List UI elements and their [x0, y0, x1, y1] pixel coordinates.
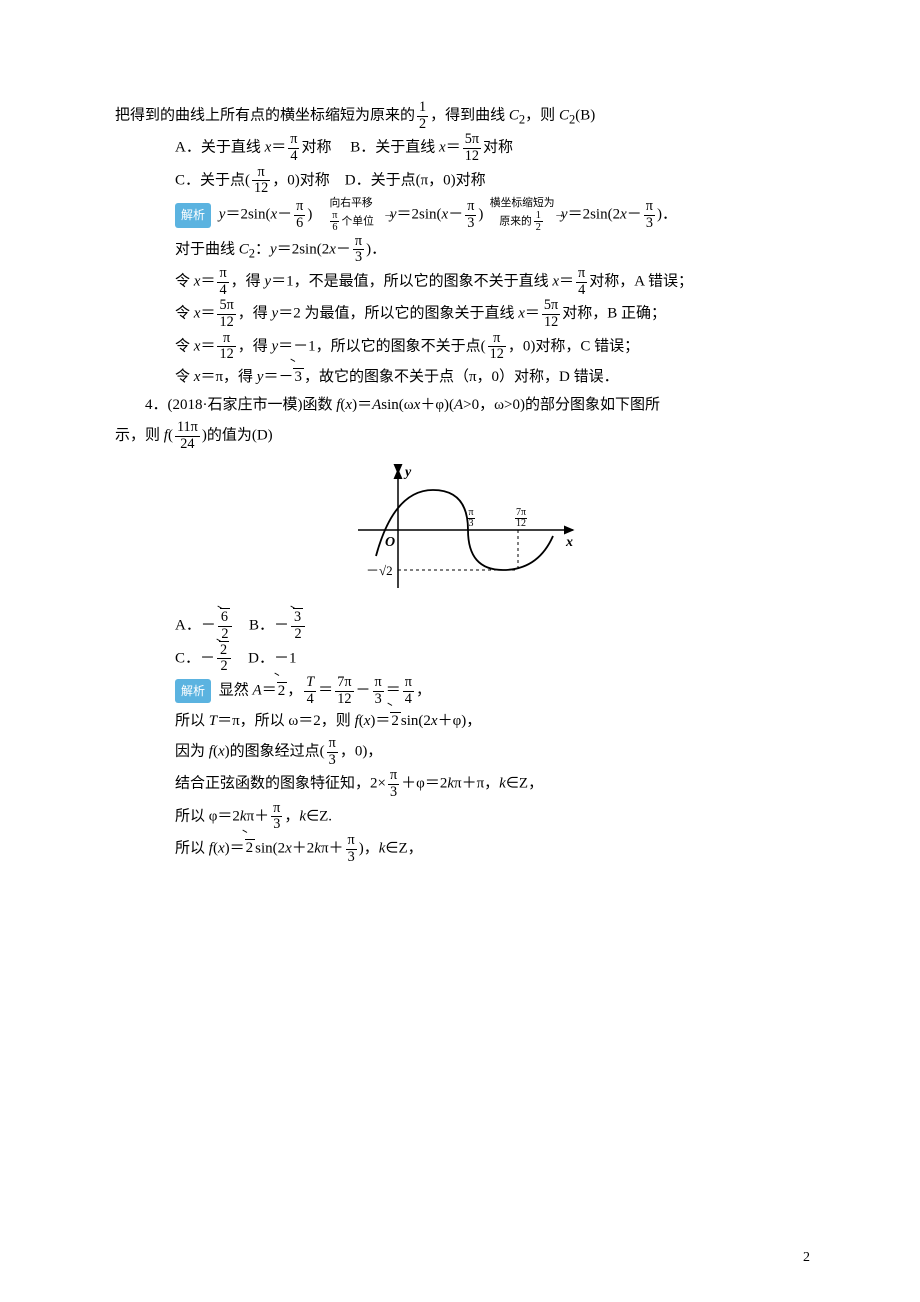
sine-graph: y x O π3 7π12 －√2: [338, 458, 588, 608]
solution-tag: 解析: [175, 679, 211, 704]
sol3-line4: 令 x＝5π12，得 y＝2 为最值，所以它的图象关于直线 x＝5π12对称，B…: [115, 298, 810, 330]
q3-choice-A-B: A．关于直线 x＝π4对称 B．关于直线 x＝5π12对称: [115, 132, 810, 164]
page-number: 2: [803, 1245, 810, 1272]
q3-choice-C-D: C．关于点(π12，0)对称 D．关于点(π，0)对称: [115, 165, 810, 197]
text: 把得到的曲线上所有点的横坐标缩短为原来的: [115, 108, 415, 124]
arrow-scale: 横坐标缩短为 原来的12 →: [487, 197, 557, 234]
origin-label: O: [385, 535, 395, 550]
sol3-line1: 解析 y＝2sin(x－π6) 向右平移 π6个单位 → y＝2sin(x－π3…: [115, 197, 810, 234]
q4-choice-C-D: C．－22 D．－1: [115, 643, 810, 675]
axis-x-label: x: [565, 535, 573, 550]
sol4-line2: 所以 T＝π，所以 ω＝2，则 f(x)＝2sin(2x＋φ)，: [115, 707, 810, 736]
sqrt-icon: 3: [293, 363, 304, 392]
q4-stem-l1: 4．(2018·石家庄市一模)函数 f(x)＝Asin(ωx＋φ)(A>0，ω>…: [115, 391, 810, 420]
sol4-line6: 所以 f(x)＝2sin(2x＋2kπ＋π3)，k∈Z，: [115, 833, 810, 865]
axis-y-label: y: [403, 465, 412, 480]
solution-tag: 解析: [175, 203, 211, 228]
arrow-icon: →: [383, 209, 394, 222]
arrow-icon: →: [554, 209, 565, 222]
sol4-line4: 结合正弦函数的图象特征知，2×π3＋φ＝2kπ＋π，k∈Z，: [115, 768, 810, 800]
sol3-line5: 令 x＝π12，得 y＝－1，所以它的图象不关于点(π12，0)对称，C 错误；: [115, 331, 810, 363]
sol3-line3: 令 x＝π4，得 y＝1，不是最值，所以它的图象不关于直线 x＝π4对称，A 错…: [115, 266, 810, 298]
y-min-label: －√2: [366, 563, 393, 578]
sol3-line6: 令 x＝π，得 y＝－3，故它的图象不关于点（π，0）对称，D 错误．: [115, 363, 810, 392]
sol3-line2: 对于曲线 C2：y＝2sin(2x－π3)．: [115, 234, 810, 266]
q3-tail: 把得到的曲线上所有点的横坐标缩短为原来的12，得到曲线 C2，则 C2(B): [115, 100, 810, 132]
sol4-line3: 因为 f(x)的图象经过点(π3，0)，: [115, 736, 810, 768]
sol4-line5: 所以 φ＝2kπ＋π3，k∈Z.: [115, 801, 810, 833]
frac: 12: [417, 100, 428, 132]
q4-stem-l2: 示，则 f(11π24)的值为(D): [115, 420, 810, 452]
sol4-line1: 解析 显然 A＝2，T4＝7π12－π3＝π4，: [115, 675, 810, 707]
q4-choice-A-B: A．－62 B．－32: [115, 610, 810, 642]
arrow-shift: 向右平移 π6个单位 →: [316, 197, 386, 234]
